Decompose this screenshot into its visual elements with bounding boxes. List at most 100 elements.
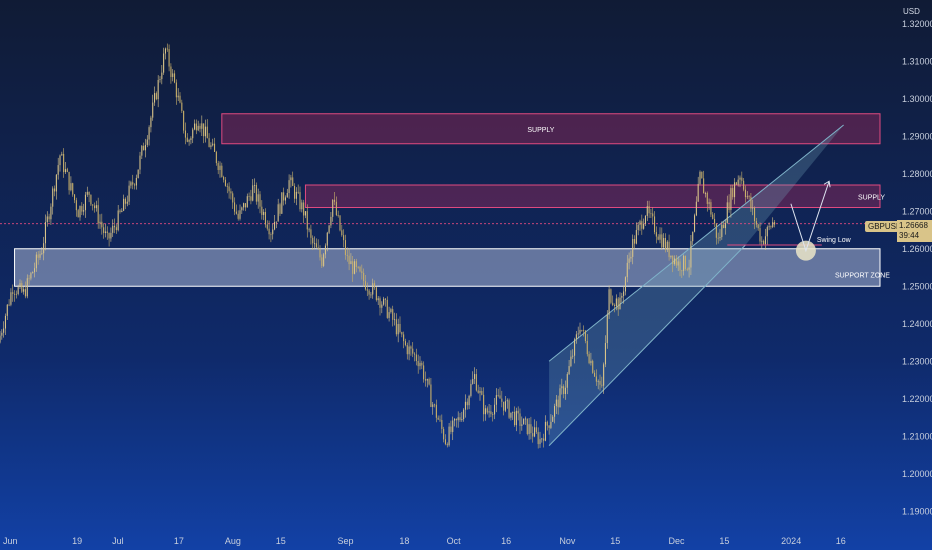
projection-arrowhead [823, 180, 831, 188]
candle-body [619, 297, 621, 310]
candle-body [519, 413, 521, 426]
candle-body [108, 232, 110, 239]
candle-body [504, 401, 506, 411]
candle-body [443, 428, 445, 440]
candle-body [343, 235, 345, 241]
zone-1[interactable] [221, 113, 881, 145]
candle-body [364, 281, 366, 290]
candle-body [19, 283, 21, 288]
candle-body [184, 130, 186, 138]
candle-body [323, 254, 325, 266]
candle-body [281, 192, 283, 214]
candle-body [424, 379, 426, 381]
candle-body [330, 216, 332, 226]
candle-body [699, 171, 701, 184]
candle-body [21, 283, 23, 292]
candle-body [297, 191, 299, 193]
candle-body [532, 433, 534, 437]
candle-body [435, 404, 437, 418]
candle-body [6, 304, 8, 316]
candle-body [497, 395, 499, 396]
candle-body [215, 151, 217, 164]
candle-body [675, 258, 677, 266]
candle-body [584, 330, 586, 342]
candle-body [255, 185, 257, 202]
last-price: 1.26668 [899, 221, 928, 230]
candle-body [77, 210, 79, 218]
candle-body [484, 408, 486, 415]
candle-body [123, 198, 125, 211]
candle-body [339, 215, 341, 231]
candle-body [441, 420, 443, 429]
candle-body [426, 378, 428, 381]
candle-body [419, 362, 421, 367]
candle-body [674, 258, 676, 265]
candle-body [119, 210, 121, 213]
candle-body [286, 192, 288, 198]
candle-body [399, 323, 401, 333]
candle-body [417, 361, 419, 367]
candle-body [306, 211, 308, 230]
candle-body [537, 432, 539, 445]
candle-body [159, 79, 161, 80]
candle-body [568, 366, 570, 375]
candle-body [515, 410, 517, 426]
x-tick-label: 15 [719, 536, 729, 546]
candle-body [488, 411, 490, 413]
candle-body [206, 126, 208, 139]
candle-body [348, 255, 350, 265]
channel-upper-line[interactable] [548, 124, 844, 362]
candle-body [481, 391, 483, 395]
candle-body [157, 79, 159, 100]
candle-body [114, 225, 116, 228]
candle-body [564, 387, 566, 394]
candle-body [128, 185, 130, 202]
candle-body [317, 247, 319, 249]
candle-body [506, 400, 508, 402]
zone-label-1: SUPPLY [527, 127, 554, 134]
candle-body [719, 237, 721, 239]
candle-body [650, 213, 652, 215]
candle-body [703, 178, 705, 194]
candle-body [294, 185, 296, 199]
x-tick-label: 2024 [781, 536, 801, 546]
candle-body [224, 179, 226, 186]
candle-body [132, 182, 134, 185]
candle-body [599, 381, 601, 385]
candle-body [195, 123, 197, 131]
symbol-tag[interactable]: GBPUSD [865, 221, 905, 232]
y-tick-label: 1.24000 [902, 319, 932, 329]
candle-body [397, 323, 399, 335]
candle-body [354, 261, 356, 274]
candle-body [612, 302, 614, 306]
candle-body [670, 255, 672, 258]
zone-3[interactable] [14, 248, 881, 287]
candle-body [312, 237, 314, 244]
candle-body [404, 341, 406, 346]
candle-body [139, 155, 141, 170]
candle-body [475, 374, 477, 391]
candle-body [75, 200, 77, 211]
candle-body [430, 384, 432, 407]
candle-body [495, 395, 497, 405]
candle-body [623, 291, 625, 296]
candle-body [617, 298, 619, 310]
candle-body [219, 165, 221, 170]
channel-lower-line[interactable] [548, 244, 746, 446]
zone-2[interactable] [304, 184, 881, 208]
candle-body [61, 153, 63, 156]
candle-body [763, 240, 765, 245]
candle-body [341, 230, 343, 236]
candle-body [274, 221, 276, 230]
candle-body [423, 365, 425, 380]
candle-body [543, 438, 545, 441]
candle-body [614, 305, 616, 306]
y-tick-label: 1.23000 [902, 356, 932, 366]
candle-body [694, 215, 696, 232]
candle-body [124, 198, 126, 204]
candle-body [764, 236, 766, 245]
candle-body [390, 309, 392, 313]
candle-body [141, 145, 143, 156]
candle-body [370, 294, 372, 296]
